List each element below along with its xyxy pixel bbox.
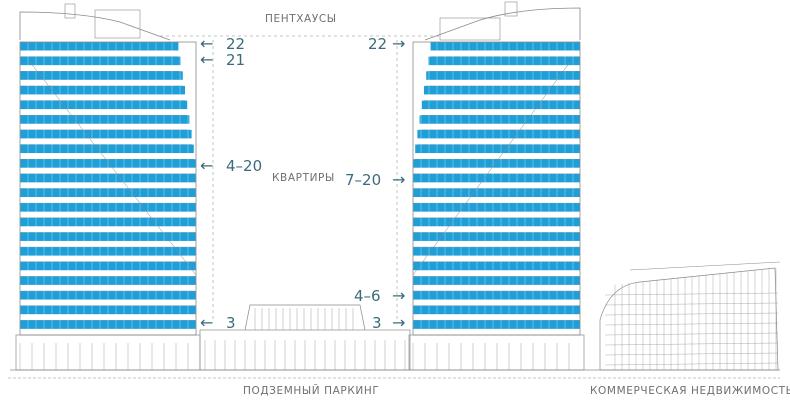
commercial-floor-line [604, 292, 779, 296]
commercial-floor-line [604, 352, 779, 356]
floor-marker-left-22: 22 [226, 35, 246, 53]
commercial-label: КОММЕРЧЕСКАЯ НЕДВИЖИМОСТЬ [590, 385, 790, 397]
floor-marker-left-4-20: 4–20 [226, 157, 263, 175]
tower-base [408, 334, 585, 371]
commercial-floor-line [604, 342, 779, 346]
floor-marker-right-7-20: 7–20 [345, 171, 382, 189]
podium [199, 304, 411, 371]
glass-floor-band [426, 71, 580, 80]
left-tower [15, 3, 201, 371]
right-arrow-icon: → [392, 313, 406, 332]
glass-floor-band [413, 203, 580, 212]
apartments-label: КВАРТИРЫ [272, 172, 335, 184]
left-arrow-icon: ← [200, 34, 214, 53]
glass-floor-band [417, 129, 580, 139]
roof-structure [439, 17, 501, 41]
left-arrow-icon: ← [200, 156, 214, 175]
right-arrow-icon: → [392, 286, 406, 305]
glass-floor-band [413, 188, 580, 197]
glass-floor-band [413, 261, 580, 271]
glass-floor-band [413, 159, 580, 168]
glass-floor-band [428, 56, 580, 66]
right-tower [408, 1, 585, 371]
right-arrow-icon: → [392, 34, 406, 53]
floor-marker-right-3: 3 [372, 314, 382, 332]
glass-floor-band [413, 173, 580, 183]
facade-diagonal [29, 61, 197, 276]
glass-floor-band [413, 291, 580, 300]
commercial-floor-line [604, 362, 779, 366]
facade-diagonal [412, 61, 571, 276]
roof-structure [504, 1, 518, 17]
floor-marker-left-3: 3 [226, 314, 236, 332]
roof-structure [94, 9, 141, 39]
glass-floor-band [20, 56, 181, 66]
tower-crown [424, 7, 581, 41]
floor-marker-right-4-6: 4–6 [354, 287, 381, 305]
penthouses-label: ПЕНТХАУСЫ [265, 13, 337, 25]
left-arrow-icon: ← [200, 50, 214, 69]
glass-floor-band [20, 71, 183, 80]
glass-floor-band [413, 320, 580, 329]
left-arrow-icon: ← [200, 313, 214, 332]
glass-floor-band [20, 85, 185, 95]
glass-floor-band [413, 305, 580, 315]
glass-floor-band [430, 42, 580, 51]
podium-pavilion [244, 304, 366, 331]
glass-floor-band [415, 144, 580, 154]
glass-floor-band [20, 100, 188, 110]
glass-floor-band [413, 232, 580, 241]
glass-floor-band [20, 129, 192, 139]
commercial-shell [599, 267, 779, 371]
glass-floor-band [413, 217, 580, 227]
commercial-floor-line [604, 322, 779, 326]
commercial-building [599, 261, 781, 371]
guide-lines [8, 35, 780, 379]
commercial-floor-line [604, 302, 779, 306]
glass-floor-band [413, 276, 580, 285]
glass-floor-band [424, 85, 580, 95]
glass-floor-band [413, 247, 580, 256]
glass-floor-band [419, 115, 580, 124]
glass-floor-band [20, 144, 194, 154]
glass-floor-band [20, 42, 179, 51]
floor-marker-left-21: 21 [226, 51, 246, 69]
parking-label: ПОДЗЕМНЫЙ ПАРКИНГ [243, 385, 380, 397]
right-arrow-icon: → [392, 170, 406, 189]
glass-floor-band [20, 115, 190, 124]
floor-marker-right-22: 22 [368, 35, 388, 53]
roof-structure [64, 3, 76, 19]
canopy-line [629, 261, 781, 271]
commercial-floor-line [604, 332, 779, 336]
commercial-floor-line [604, 312, 779, 316]
tower-base [15, 334, 201, 371]
